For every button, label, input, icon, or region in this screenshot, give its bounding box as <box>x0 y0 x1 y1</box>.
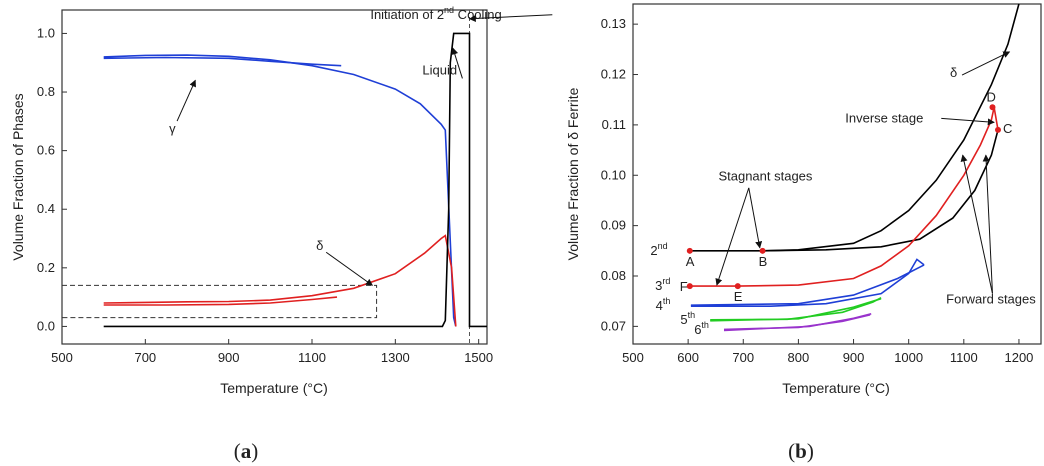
x-tick-label: 1500 <box>464 350 493 365</box>
y-tick-label: 1.0 <box>37 25 55 40</box>
x-tick-label: 800 <box>788 350 810 365</box>
data-point-f <box>686 283 693 290</box>
annotation-arrow <box>715 187 750 286</box>
x-tick-label: 1100 <box>298 350 326 365</box>
annotation-label: Stagnant stages <box>718 168 812 183</box>
annotation-arrow <box>960 154 993 294</box>
y-tick-label: 0.08 <box>601 268 626 283</box>
x-tick-label: 1100 <box>950 350 978 365</box>
y-tick-label: 0.12 <box>601 67 626 82</box>
series-line <box>762 129 999 252</box>
series-line <box>103 56 342 67</box>
stage-number-label: 6th <box>694 320 709 337</box>
y-tick-label: 0.13 <box>601 16 626 31</box>
annotations-a: Initiation of 2nd Cooling Liquid γ δ <box>169 5 553 286</box>
plot-frame-a <box>61 9 488 345</box>
stage-number-label: 2nd <box>650 241 667 258</box>
y-axis-title-b: Volume Fraction of δ Ferrite <box>565 87 581 260</box>
x-axis-title-b: Temperature (°C) <box>782 380 890 396</box>
x-tick-label: 700 <box>732 350 754 365</box>
annotation-label: δ <box>316 238 323 253</box>
overlays-a <box>61 10 470 344</box>
annotation-label: Forward stages <box>946 292 1036 307</box>
x-tick-label: 500 <box>622 350 644 365</box>
point-label: B <box>759 254 768 269</box>
x-tick-label: 900 <box>843 350 865 365</box>
annotation-arrow <box>451 47 463 79</box>
data-point-b <box>759 247 766 254</box>
chart-panel-a: 500 700 900 1100 1300 15000.00.20.40.60.81.0 … <box>10 5 553 463</box>
caption-a: (a) <box>234 439 259 463</box>
data-point-a <box>686 247 693 254</box>
series-line <box>689 107 999 287</box>
series-group-a <box>103 32 487 328</box>
x-tick-label: 1000 <box>894 350 923 365</box>
x-tick-label: 600 <box>677 350 699 365</box>
caption-b: (b) <box>788 439 814 463</box>
series-line <box>690 258 925 307</box>
tick-group-a: 500 700 900 1100 1300 1500 0.0 0.2 0.4 0.6 0.8 1.0 <box>37 25 493 365</box>
series-line <box>103 32 487 328</box>
annotation-arrow <box>961 51 1011 76</box>
annotation-label: γ <box>169 121 176 136</box>
annotation-arrow <box>748 187 763 249</box>
annotation-label: δ <box>950 65 957 80</box>
plot-frame-b <box>632 3 1042 345</box>
series-line <box>710 297 882 322</box>
stage-number-label: 4th <box>656 296 671 313</box>
stage-number-label: 3rd <box>655 276 670 293</box>
point-label: A <box>686 254 695 269</box>
stage-number-label: 5th <box>680 310 695 327</box>
series-line <box>103 234 457 327</box>
y-tick-label: 0.6 <box>37 143 55 158</box>
y-tick-label: 0.4 <box>37 201 55 216</box>
point-label: C <box>1003 121 1012 136</box>
series-line <box>103 54 457 327</box>
point-label: E <box>734 289 743 304</box>
series-line <box>723 313 872 332</box>
point-label: D <box>986 89 995 104</box>
series-group-b <box>688 3 1020 332</box>
tick-group-b: 500 600 700 800 900 1000 1100 1200 0.07 0.08 0.09 0… <box>601 16 1034 365</box>
x-axis-title-a: Temperature (°C) <box>220 380 328 396</box>
x-tick-label: 900 <box>218 350 240 365</box>
zoom-region-box <box>61 284 378 319</box>
point-label: F <box>680 279 688 294</box>
annotation-arrow <box>982 154 993 294</box>
annotation-label: Liquid <box>422 62 457 77</box>
y-tick-label: 0.8 <box>37 84 55 99</box>
y-tick-label: 0.11 <box>602 117 626 132</box>
y-tick-label: 0.09 <box>601 218 626 233</box>
data-point-e <box>734 283 741 290</box>
x-tick-label: 1200 <box>1004 350 1033 365</box>
chart-panel-b: 500 600 700 800 900 1000 1100 1200 0.07 0.08 0.09 0… <box>565 3 1042 463</box>
annotation-arrow <box>176 79 196 122</box>
data-point-d <box>989 104 996 111</box>
annotation-label: Initiation of 2nd Cooling <box>370 5 501 22</box>
series-line <box>690 264 925 306</box>
x-tick-label: 500 <box>51 350 73 365</box>
x-tick-label: 700 <box>134 350 156 365</box>
annotation-arrow <box>468 14 553 22</box>
x-tick-label: 1300 <box>381 350 410 365</box>
series-line <box>103 296 338 306</box>
y-tick-label: 0.10 <box>601 167 626 182</box>
annotation-label: Inverse stage <box>845 110 923 125</box>
y-tick-label: 0.07 <box>601 318 626 333</box>
annotation-arrow <box>941 117 995 126</box>
y-axis-title-a: Volume Fraction of Phases <box>10 93 26 260</box>
annotation-arrow <box>325 251 373 286</box>
y-tick-label: 0.0 <box>37 318 55 333</box>
y-tick-label: 0.2 <box>37 260 55 275</box>
data-point-c <box>994 126 1001 133</box>
series-line <box>688 3 1020 252</box>
